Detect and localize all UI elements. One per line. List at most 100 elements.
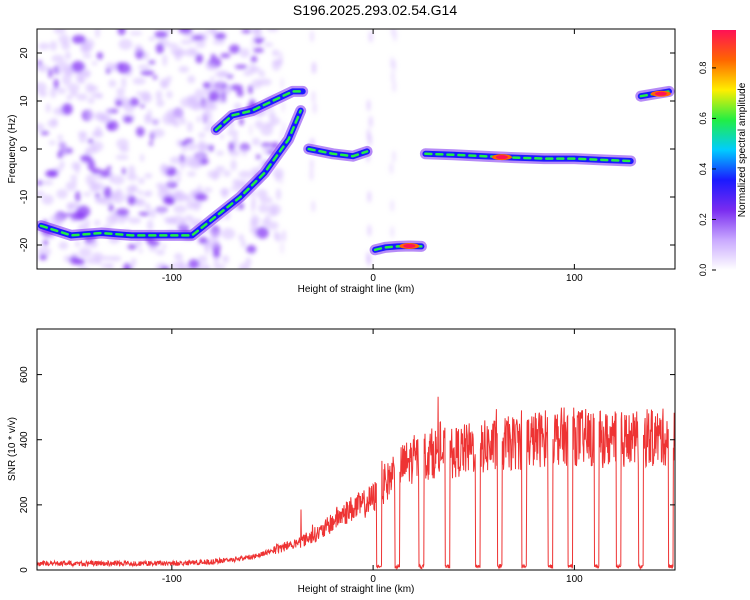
heatmap-noise-blob [191, 35, 205, 41]
heatmap-noise-blob [160, 266, 170, 269]
heatmap-noise-blob [186, 199, 195, 210]
heatmap-noise-blob [49, 214, 64, 224]
heatmap-noise-blob [227, 129, 239, 136]
heatmap-streak [366, 99, 371, 112]
y-tick-label: 0 [19, 567, 30, 573]
heatmap-noise-blob [82, 192, 92, 197]
heatmap-noise-blob [99, 169, 111, 178]
heatmap-noise-blob [213, 251, 221, 258]
heatmap-noise-blob [45, 103, 51, 113]
heatmap-x-ticks: -100 0 100 [162, 29, 583, 284]
heatmap-noise-blob [191, 102, 203, 111]
heatmap-noise-blob [192, 201, 201, 212]
heatmap-noise-blob [251, 137, 261, 146]
heatmap-noise-blob [108, 203, 114, 212]
heatmap-streak [251, 36, 255, 49]
heatmap-noise-blob [59, 160, 65, 169]
heatmap-streak [281, 121, 286, 134]
heatmap-noise-blob [209, 228, 221, 240]
heatmap-noise-blob [103, 186, 112, 199]
heatmap-noise-blob [178, 259, 185, 269]
heatmap-noise-blob [53, 29, 66, 34]
heatmap-marks [37, 29, 675, 269]
heatmap-noise-blob [221, 228, 236, 240]
heatmap-streak [367, 224, 372, 237]
heatmap-noise-blob [138, 211, 150, 216]
heatmap-streak [309, 168, 314, 181]
heatmap-noise-blob [106, 120, 119, 131]
heatmap-noise-blob [270, 206, 277, 217]
heatmap-noise-blob [228, 149, 241, 157]
heatmap-noise-blob [86, 257, 100, 265]
heatmap-noise-blob [128, 165, 136, 177]
heatmap-noise-blob [208, 144, 214, 152]
heatmap-noise-blob [95, 192, 101, 199]
chart-title: S196.2025.293.02.54.G14 [293, 2, 457, 18]
heatmap-noise-blob [129, 31, 143, 36]
heatmap-noise-blob [71, 34, 86, 45]
heatmap-streak [249, 220, 254, 233]
heatmap-noise-blob [135, 126, 145, 137]
heatmap-noise-blob [134, 44, 143, 53]
heatmap-noise-blob [91, 61, 98, 66]
heatmap-noise-blob [203, 126, 212, 132]
heatmap-noise-blob [138, 248, 143, 254]
heatmap-noise-blob [155, 90, 163, 101]
heatmap-noise-blob [220, 53, 231, 59]
snr-y-axis-label: SNR (10 * v/v) [7, 417, 18, 481]
heatmap-noise-blob [197, 255, 208, 263]
heatmap-noise-blob [41, 180, 54, 186]
heatmap-noise-blob [87, 97, 95, 104]
heatmap-noise-blob [258, 70, 265, 77]
heatmap-noise-blob [148, 60, 156, 65]
heatmap-noise-blob [37, 82, 47, 93]
heatmap-noise-blob [51, 54, 65, 63]
colorbar-tick-label: 0.4 [698, 163, 708, 176]
x-tick-label: 0 [370, 273, 376, 284]
heatmap-noise-blob [202, 82, 211, 89]
heatmap-x-axis-label: Height of straight line (km) [298, 284, 415, 295]
heatmap-noise-blob [187, 171, 197, 177]
heatmap-noise-blob [61, 73, 72, 86]
heatmap-noise-blob [179, 160, 186, 170]
heatmap-noise-blob [37, 246, 51, 257]
heatmap-noise-blob [238, 262, 250, 269]
heatmap-noise-blob [54, 65, 59, 75]
heatmap-streak [312, 102, 317, 114]
x-tick-label: -100 [162, 574, 182, 585]
heatmap-noise-blob [129, 97, 140, 107]
heatmap-noise-blob [115, 208, 130, 217]
heatmap-noise-blob [138, 177, 145, 185]
heatmap-streak [281, 100, 286, 113]
y-tick-label: 400 [19, 431, 30, 448]
heatmap-noise-blob [37, 180, 43, 186]
heatmap-noise-blob [96, 52, 104, 60]
heatmap-noise-blob [107, 264, 114, 269]
heatmap-noise-blob [57, 87, 66, 95]
heatmap-noise-blob [230, 186, 242, 192]
heatmap-noise-blob [188, 259, 200, 269]
heatmap-noise-blob [186, 94, 198, 104]
heatmap-noise-blob [140, 70, 155, 76]
heatmap-noise-blob [115, 154, 129, 160]
heatmap-noise-blob [105, 109, 112, 114]
heatmap-noise-blob [194, 159, 202, 167]
heatmap-noise-blob [96, 93, 103, 99]
heatmap-streak [311, 200, 316, 213]
heatmap-noise-blob [215, 150, 225, 156]
heatmap-streak [280, 242, 285, 255]
heatmap-peak-core [495, 155, 508, 160]
heatmap-noise-blob [212, 39, 226, 45]
heatmap-noise-blob [271, 49, 280, 57]
heatmap-noise-blob [95, 29, 100, 38]
heatmap-noise-blob [251, 79, 262, 89]
heatmap-noise-blob [70, 90, 78, 97]
heatmap-noise-blob [80, 154, 92, 162]
y-tick-label: 200 [19, 496, 30, 513]
heatmap-noise-blob [77, 77, 85, 84]
heatmap-streak [390, 199, 395, 212]
heatmap-streak [248, 123, 253, 136]
heatmap-noise-blob [136, 91, 143, 96]
heatmap-noise-blob [126, 173, 138, 181]
heatmap-noise-blob [91, 130, 104, 138]
